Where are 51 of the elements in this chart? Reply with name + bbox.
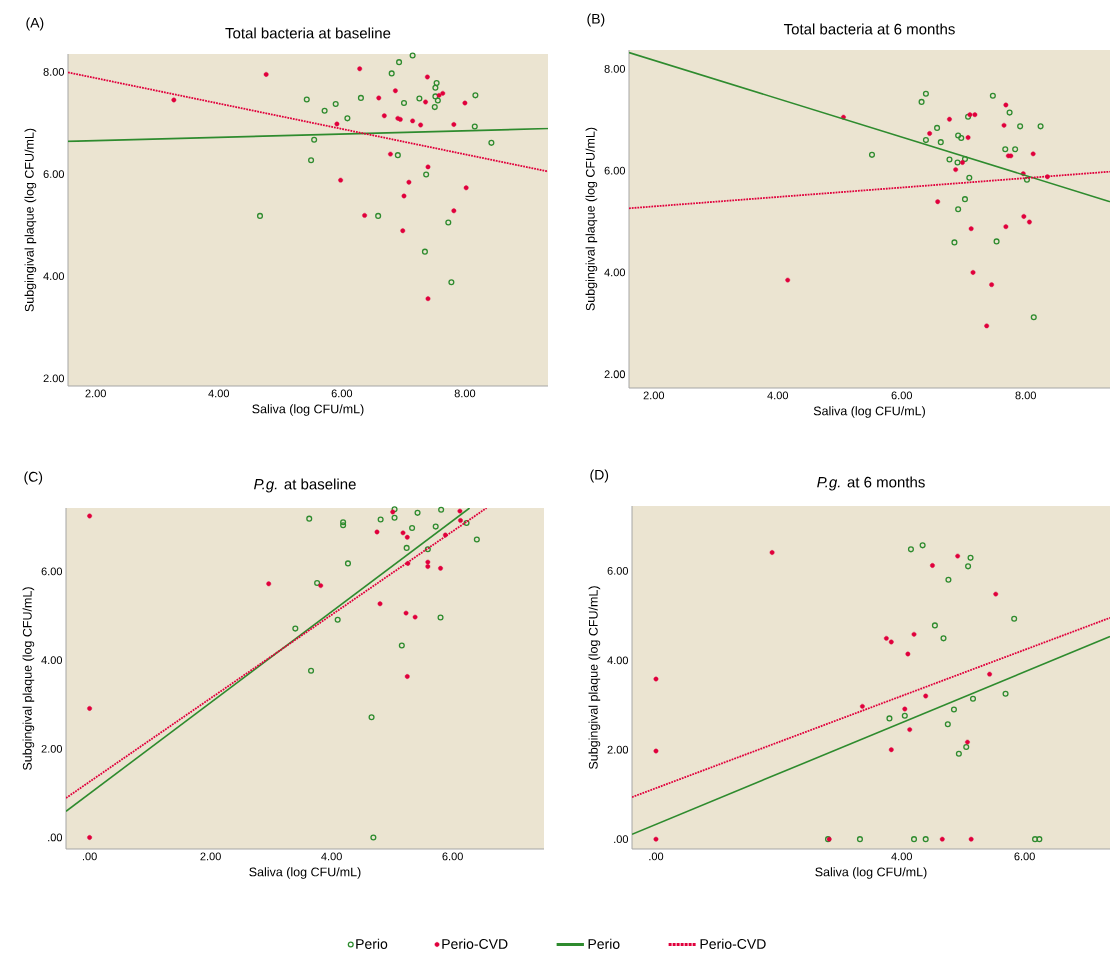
y-tick-label: 2.00 <box>604 370 626 379</box>
y-tick-label: 6.00 <box>607 566 629 575</box>
y-tick-label: 4.00 <box>41 656 63 664</box>
x-axis-title: Saliva (log CFU/mL) <box>813 406 925 418</box>
y-tick-label: 6.00 <box>43 170 65 178</box>
legend-label: Perio <box>588 938 620 949</box>
legend-label: Perio-CVD <box>700 938 766 949</box>
x-tick-label: 6.00 <box>891 391 912 400</box>
y-tick-label: 2.00 <box>607 745 629 754</box>
x-tick-label: 6.00 <box>442 852 463 861</box>
x-tick-label: 2.00 <box>85 389 106 398</box>
chart-title: Total bacteria at baseline <box>225 27 391 39</box>
y-tick-label: .00 <box>48 833 63 842</box>
x-tick-label: 2.00 <box>643 391 665 400</box>
y-tick-label: 8.00 <box>43 67 65 76</box>
x-tick-label: 6.00 <box>1014 852 1035 861</box>
x-axis-title: Saliva (log CFU/mL) <box>249 867 361 879</box>
x-tick-label: .00 <box>82 852 97 861</box>
x-tick-label: .00 <box>649 852 664 861</box>
text: (A) <box>26 17 44 31</box>
x-tick-label: 4.00 <box>208 389 230 398</box>
chart-title: P.g. at baseline <box>254 478 356 493</box>
y-axis-title: Subgingival plaque (log CFU/mL) <box>22 587 35 770</box>
y-tick-label: 6.00 <box>41 567 63 576</box>
y-tick-label: 2.00 <box>41 744 63 753</box>
y-axis-title: Subgingival plaque (log CFU/mL) <box>588 586 601 769</box>
legend-label: Perio <box>356 938 388 949</box>
y-tick-label: 6.00 <box>604 166 626 175</box>
chart-title: Total bacteria at 6 months <box>783 23 955 35</box>
y-tick-label: .00 <box>614 835 629 844</box>
x-tick-label: 8.00 <box>454 389 476 398</box>
y-axis-title: Subgingival plaque (log CFU/mL) <box>585 127 598 311</box>
y-tick-label: 4.00 <box>604 268 626 277</box>
x-tick-label: 4.00 <box>891 852 912 861</box>
x-axis-title: Saliva (log CFU/mL) <box>815 867 927 879</box>
chart-title: P.g. at 6 months <box>817 476 925 491</box>
x-tick-label: 6.00 <box>331 389 353 398</box>
x-tick-label: 2.00 <box>200 852 221 861</box>
text: (B) <box>587 13 605 27</box>
y-tick-label: 4.00 <box>43 272 65 281</box>
y-tick-label: 4.00 <box>607 656 629 665</box>
legend-label: Perio-CVD <box>442 938 508 949</box>
y-tick-label: 8.00 <box>604 64 626 73</box>
y-axis-title: Subgingival plaque (log CFU/mL) <box>24 128 37 312</box>
x-tick-label: 4.00 <box>767 391 789 400</box>
x-tick-label: 4.00 <box>321 852 342 861</box>
text: (C) <box>24 471 43 485</box>
text: (D) <box>590 469 609 483</box>
x-axis-title: Saliva (log CFU/mL) <box>252 404 364 416</box>
y-tick-label: 2.00 <box>43 374 65 383</box>
x-tick-label: 8.00 <box>1015 391 1036 400</box>
